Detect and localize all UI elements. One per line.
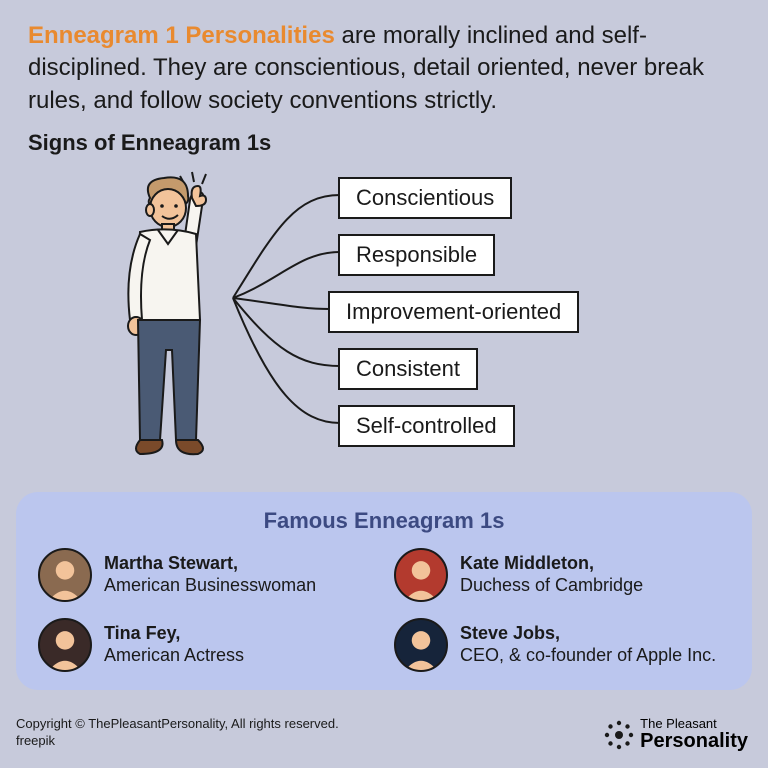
- person-name: Steve Jobs,: [460, 623, 560, 643]
- famous-person: Tina Fey,American Actress: [38, 618, 374, 672]
- avatar: [394, 618, 448, 672]
- person-desc: American Actress: [104, 645, 244, 665]
- trait-box: Self-controlled: [338, 405, 515, 447]
- avatar: [38, 548, 92, 602]
- person-text: Tina Fey,American Actress: [104, 623, 244, 666]
- avatar: [38, 618, 92, 672]
- famous-card: Famous Enneagram 1s Martha Stewart,Ameri…: [16, 492, 752, 690]
- infographic-page: Enneagram 1 Personalities are morally in…: [0, 0, 768, 768]
- person-name: Martha Stewart,: [104, 553, 238, 573]
- copyright: Copyright © ThePleasantPersonality, All …: [16, 715, 339, 750]
- trait-box: Consistent: [338, 348, 478, 390]
- brand-icon: [604, 720, 634, 750]
- brand-name: Personality: [640, 731, 748, 752]
- person-desc: American Businesswoman: [104, 575, 316, 595]
- intro-paragraph: Enneagram 1 Personalities are morally in…: [28, 20, 740, 117]
- trait-box: Conscientious: [338, 177, 512, 219]
- person-desc: CEO, & co-founder of Apple Inc.: [460, 645, 716, 665]
- person-text: Kate Middleton,Duchess of Cambridge: [460, 553, 643, 596]
- person-illustration: [80, 170, 260, 470]
- brand-logo: The Pleasant Personality: [604, 717, 748, 752]
- famous-title: Famous Enneagram 1s: [38, 508, 730, 534]
- famous-person: Kate Middleton,Duchess of Cambridge: [394, 548, 730, 602]
- famous-person: Martha Stewart,American Businesswoman: [38, 548, 374, 602]
- copyright-line1: Copyright © ThePleasantPersonality, All …: [16, 715, 339, 733]
- person-desc: Duchess of Cambridge: [460, 575, 643, 595]
- famous-person: Steve Jobs,CEO, & co-founder of Apple In…: [394, 618, 730, 672]
- person-text: Steve Jobs,CEO, & co-founder of Apple In…: [460, 623, 716, 666]
- copyright-line2: freepik: [16, 732, 339, 750]
- intro-title: Enneagram 1 Personalities: [28, 22, 335, 49]
- brand-text: The Pleasant Personality: [640, 717, 748, 752]
- famous-people-grid: Martha Stewart,American Businesswoman Kat…: [38, 548, 730, 672]
- trait-box: Improvement-oriented: [328, 291, 579, 333]
- person-name: Tina Fey,: [104, 623, 180, 643]
- avatar: [394, 548, 448, 602]
- person-name: Kate Middleton,: [460, 553, 594, 573]
- brand-tagline: The Pleasant: [640, 717, 748, 731]
- trait-box: Responsible: [338, 234, 495, 276]
- person-text: Martha Stewart,American Businesswoman: [104, 553, 316, 596]
- signs-subtitle: Signs of Enneagram 1s: [28, 130, 271, 156]
